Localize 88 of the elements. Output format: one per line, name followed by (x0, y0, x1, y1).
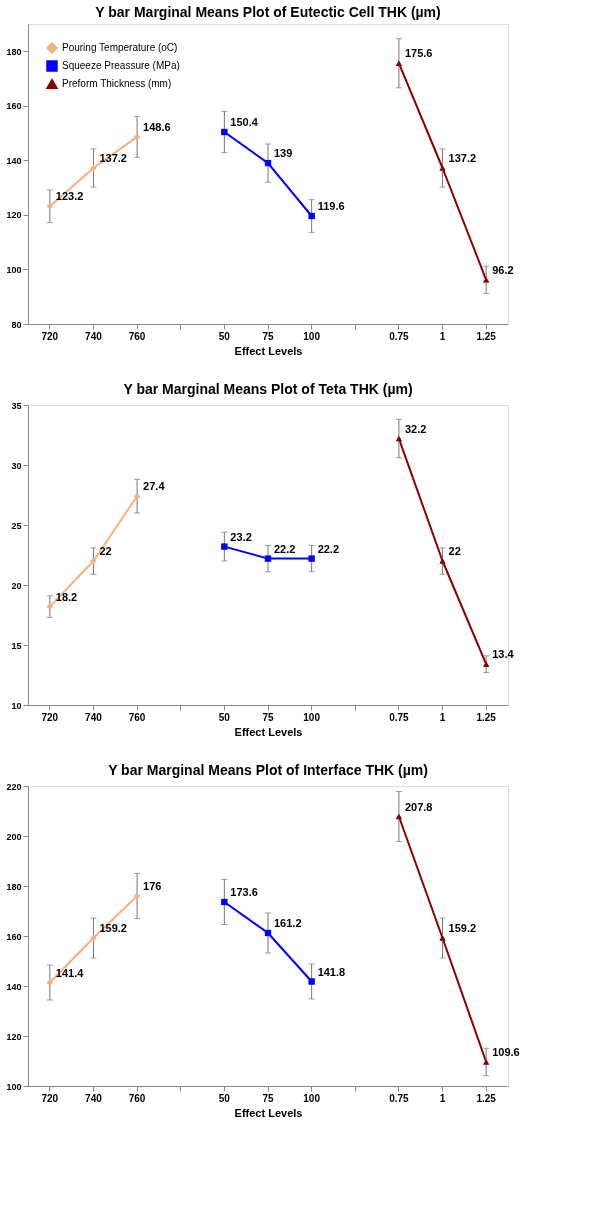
x-tick-label: 50 (218, 330, 231, 342)
x-tick-label: 1 (439, 711, 446, 723)
x-tick-label: 0.75 (389, 330, 410, 342)
y-tick-label: 25 (11, 520, 22, 531)
x-tick-label: 50 (218, 1092, 231, 1104)
data-label: 137.2 (99, 152, 127, 164)
data-label: 176 (143, 880, 162, 892)
data-label: 150.4 (230, 116, 259, 128)
data-label: 159.2 (99, 922, 127, 934)
data-label: 23.2 (230, 530, 252, 543)
y-tick-label: 120 (6, 210, 22, 221)
x-tick-label: 100 (303, 330, 321, 342)
x-tick-label: 1.25 (476, 1092, 497, 1104)
x-tick-label: 740 (85, 1092, 103, 1104)
data-label: 175.6 (404, 47, 433, 60)
data-label: 18.2 (55, 590, 78, 603)
data-label: 13.4 (492, 648, 515, 661)
point (308, 555, 315, 562)
y-tick-label: 20 (11, 580, 22, 591)
chart-title: Y bar Marginal Means Plot of Teta THK (µm) (123, 381, 413, 397)
x-tick-label: 50 (218, 711, 231, 723)
data-label: 22.2 (317, 542, 340, 555)
x-tick-label: 0.75 (389, 711, 410, 723)
data-label: 141.8 (317, 965, 346, 978)
x-tick-label: 100 (303, 711, 321, 723)
data-label: 96.2 (492, 263, 514, 276)
point (439, 935, 446, 941)
x-tick-label: 1.25 (476, 711, 497, 723)
x-tick-label: 740 (85, 711, 103, 723)
y-tick-label: 30 (11, 460, 22, 471)
x-tick-label: 740 (85, 330, 103, 342)
x-tick-label: 75 (262, 1092, 274, 1104)
data-label: 161.2 (274, 917, 302, 929)
legend-label: Pouring Temperature (oC) (62, 42, 178, 53)
point (308, 978, 315, 985)
y-tick-label: 100 (6, 1081, 22, 1092)
legend-label: Preform Thickness (mm) (62, 78, 172, 89)
y-tick-label: 100 (6, 264, 22, 275)
point (439, 165, 446, 171)
data-label: 148.6 (143, 120, 171, 133)
point (439, 558, 446, 564)
chart-title: Y bar Marginal Means Plot of Interface THK (µm) (108, 762, 428, 778)
data-label: 123.2 (55, 190, 84, 203)
y-tick-label: 15 (11, 640, 22, 651)
x-tick-label: 100 (303, 1092, 321, 1104)
data-label: 109.6 (492, 1046, 520, 1058)
chart-title: Y bar Marginal Means Plot of Eutectic Cell THK (µm) (95, 4, 441, 20)
y-tick-label: 80 (11, 319, 22, 330)
x-tick-label: 720 (41, 1092, 59, 1104)
y-tick-label: 220 (6, 781, 22, 792)
x-tick-label: 760 (128, 711, 146, 723)
data-label: 159.2 (448, 922, 477, 934)
x-axis-title: Effect Levels (234, 344, 303, 357)
y-tick-label: 180 (6, 46, 22, 57)
y-tick-label: 160 (6, 931, 22, 942)
y-tick-label: 200 (6, 831, 22, 842)
point (221, 543, 228, 550)
y-tick-label: 180 (6, 881, 22, 892)
x-axis-title: Effect Levels (234, 725, 303, 738)
data-label: 207.8 (404, 800, 433, 813)
y-tick-label: 10 (11, 700, 22, 711)
y-tick-label: 160 (6, 101, 22, 112)
y-tick-label: 140 (6, 155, 22, 166)
x-tick-label: 75 (262, 330, 274, 342)
data-label: 141.4 (55, 966, 85, 979)
data-label: 137.2 (448, 152, 477, 164)
legend-label: Squeeze Preassure (MPa) (62, 60, 180, 71)
x-tick-label: 1.25 (476, 330, 497, 342)
y-tick-label: 35 (11, 400, 22, 411)
x-tick-label: 720 (41, 711, 59, 723)
x-tick-label: 1 (439, 1092, 446, 1104)
x-tick-label: 1 (439, 330, 446, 342)
data-label: 173.6 (230, 886, 258, 898)
data-label: 22 (99, 545, 112, 557)
data-label: 32.2 (404, 422, 427, 435)
x-tick-label: 75 (262, 711, 274, 723)
x-axis-title: Effect Levels (234, 1106, 303, 1119)
data-label: 22 (448, 545, 461, 557)
data-label: 139 (274, 147, 293, 160)
x-tick-label: 0.75 (389, 1092, 410, 1104)
y-tick-label: 120 (6, 1031, 22, 1042)
x-tick-label: 760 (128, 1092, 146, 1104)
data-label: 22.2 (274, 542, 296, 555)
x-tick-label: 760 (128, 330, 146, 342)
data-label: 27.4 (143, 480, 166, 493)
y-tick-label: 140 (6, 981, 22, 992)
data-label: 119.6 (317, 200, 345, 212)
x-tick-label: 720 (41, 330, 59, 342)
